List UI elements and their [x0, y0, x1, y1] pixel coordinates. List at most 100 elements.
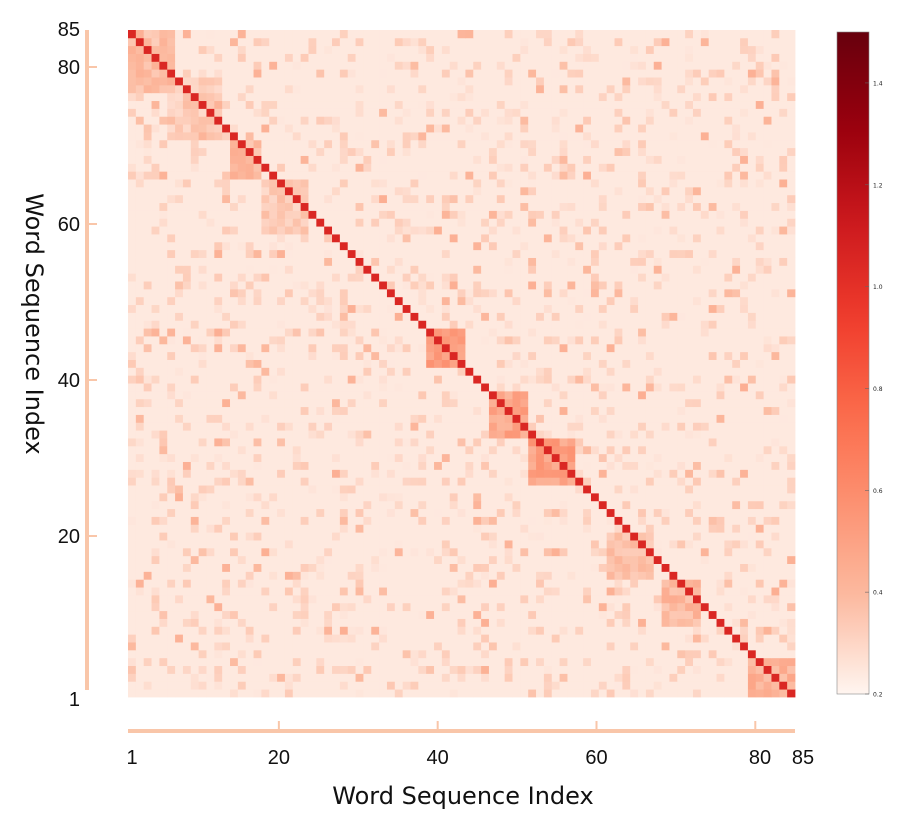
heatmap-cell	[614, 296, 623, 306]
heatmap-cell	[418, 343, 427, 353]
heatmap-cell	[606, 532, 615, 541]
heatmap-cell	[167, 563, 176, 572]
heatmap-cell	[363, 579, 372, 588]
heatmap-cell	[324, 398, 333, 408]
heatmap-cell	[536, 328, 545, 337]
heatmap-cell	[771, 422, 780, 431]
heatmap-cell	[143, 414, 152, 423]
heatmap-cell	[771, 571, 780, 580]
heatmap-cell	[740, 343, 749, 353]
heatmap-cell	[394, 312, 404, 321]
heatmap-cell	[418, 445, 427, 455]
heatmap-cell	[198, 359, 207, 368]
heatmap-cell	[779, 689, 788, 698]
heatmap-cell	[237, 398, 247, 408]
heatmap-cell	[598, 461, 608, 470]
heatmap-cell	[598, 555, 608, 564]
heatmap-cell	[473, 602, 482, 612]
heatmap-cell	[175, 547, 184, 557]
heatmap-cell	[371, 241, 380, 251]
heatmap-cell	[324, 359, 333, 368]
heatmap-cell	[645, 618, 655, 627]
heatmap-cell	[504, 257, 513, 266]
heatmap-cell	[787, 610, 796, 619]
heatmap-cell	[363, 477, 372, 486]
heatmap-cell	[677, 265, 686, 274]
heatmap-cell	[465, 343, 474, 353]
heatmap-cell	[151, 579, 160, 588]
heatmap-cell	[645, 563, 655, 572]
heatmap-cell	[449, 626, 458, 635]
heatmap-cell	[716, 579, 725, 588]
heatmap-cell	[410, 681, 419, 690]
heatmap-cell	[559, 438, 568, 447]
heatmap-cell	[237, 563, 247, 572]
heatmap-cell	[402, 422, 411, 431]
heatmap-cell	[755, 485, 765, 494]
heatmap-cell	[332, 414, 341, 423]
heatmap-cell	[190, 359, 200, 368]
heatmap-cell	[740, 359, 749, 368]
heatmap-cell	[520, 453, 529, 462]
heatmap-cell	[379, 288, 388, 298]
heatmap-cell	[426, 343, 435, 353]
heatmap-cell	[583, 689, 592, 698]
heatmap-cell	[284, 500, 294, 510]
heatmap-cell	[496, 579, 506, 588]
heatmap-cell	[167, 689, 176, 698]
heatmap-cell	[661, 649, 670, 659]
heatmap-cell	[284, 383, 294, 392]
heatmap-cell	[724, 594, 733, 604]
heatmap-cell	[614, 445, 623, 455]
heatmap-cell	[347, 587, 356, 596]
heatmap-cell	[677, 406, 686, 415]
heatmap-cell	[175, 438, 184, 447]
heatmap-cell	[755, 516, 765, 525]
heatmap-cell	[543, 681, 553, 690]
heatmap-cell	[755, 594, 765, 604]
heatmap-cell	[630, 610, 639, 619]
heatmap-cell	[324, 610, 333, 619]
heatmap-cell	[520, 689, 529, 698]
heatmap-cell	[316, 469, 325, 478]
heatmap-cell	[151, 375, 160, 384]
heatmap-cell	[583, 587, 592, 596]
heatmap-cell	[394, 540, 404, 549]
heatmap-cell	[151, 351, 160, 360]
heatmap-cell	[339, 320, 349, 329]
heatmap-cell	[363, 508, 372, 517]
heatmap-cell	[410, 532, 419, 541]
heatmap-cell	[355, 414, 364, 423]
heatmap-cell	[347, 367, 356, 376]
heatmap-cell	[332, 430, 341, 439]
heatmap-cell	[277, 336, 286, 345]
heatmap-cell	[355, 477, 364, 486]
heatmap-cell	[143, 383, 152, 392]
heatmap-cell	[512, 571, 521, 580]
heatmap-cell	[787, 657, 796, 667]
heatmap-cell	[363, 383, 372, 392]
heatmap-cell	[583, 422, 592, 431]
heatmap-cell	[779, 304, 788, 313]
heatmap-cell	[692, 281, 702, 290]
heatmap-cell	[779, 618, 788, 627]
heatmap-cell	[277, 587, 286, 596]
heatmap-cell	[536, 351, 545, 360]
heatmap-cell	[371, 532, 380, 541]
heatmap-cell	[135, 516, 145, 525]
heatmap-cell	[269, 563, 278, 572]
heatmap-cell	[473, 587, 482, 596]
heatmap-cell	[551, 500, 560, 510]
heatmap-cell	[386, 634, 396, 643]
heatmap-cell	[606, 375, 615, 384]
heatmap-cell	[449, 438, 458, 447]
heatmap-cell	[284, 579, 294, 588]
heatmap-cell	[128, 234, 137, 243]
heatmap-cell	[724, 430, 733, 439]
heatmap-cell	[575, 422, 584, 431]
heatmap-cell	[583, 642, 592, 651]
heatmap-cell	[402, 273, 411, 282]
heatmap-cell	[575, 265, 584, 274]
heatmap-cell	[496, 469, 506, 478]
heatmap-cell	[347, 241, 356, 251]
